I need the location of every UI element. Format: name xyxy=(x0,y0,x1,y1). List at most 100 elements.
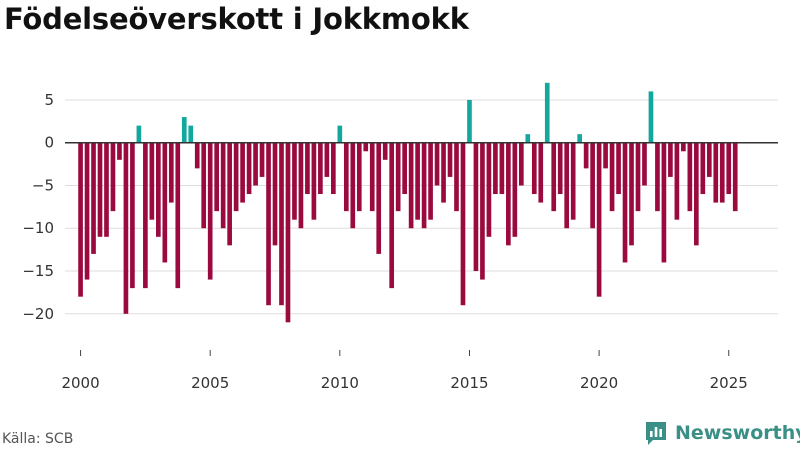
bar xyxy=(311,142,317,220)
bar xyxy=(318,142,323,195)
bar xyxy=(305,142,310,195)
bar xyxy=(156,142,161,237)
bar xyxy=(447,142,453,177)
bar xyxy=(544,82,550,143)
bar xyxy=(642,142,647,186)
bar xyxy=(454,142,459,212)
bar xyxy=(162,142,168,263)
bar xyxy=(369,142,375,212)
bar xyxy=(207,142,213,280)
x-tick-label: 2000 xyxy=(61,374,99,392)
bar xyxy=(726,142,732,195)
bar xyxy=(538,142,544,203)
bar xyxy=(596,142,602,297)
bar xyxy=(337,125,343,143)
bar xyxy=(356,142,362,212)
bar xyxy=(240,142,245,203)
x-tick-label: 2020 xyxy=(580,374,618,392)
bar xyxy=(531,142,537,195)
bar xyxy=(480,142,485,280)
bar xyxy=(233,142,239,212)
bar xyxy=(434,142,440,186)
bar xyxy=(577,134,582,143)
y-tick-label: −5 xyxy=(32,176,54,194)
bar xyxy=(272,142,278,246)
bar xyxy=(266,142,271,306)
bar xyxy=(518,142,524,186)
bar xyxy=(402,142,407,195)
bar xyxy=(285,142,291,323)
bar xyxy=(467,99,472,143)
bar xyxy=(674,142,680,220)
bar xyxy=(123,142,129,314)
bar xyxy=(324,142,330,177)
bar xyxy=(246,142,252,195)
bar xyxy=(473,142,479,272)
bar xyxy=(681,142,686,152)
bar xyxy=(194,142,200,169)
bar xyxy=(130,142,135,289)
bar xyxy=(181,117,187,143)
bar xyxy=(609,142,615,212)
bar xyxy=(655,142,660,212)
bars-layer xyxy=(78,82,738,323)
bar xyxy=(253,142,258,186)
bar xyxy=(382,142,388,160)
bar xyxy=(700,142,706,195)
bar xyxy=(629,142,634,246)
bar xyxy=(117,142,122,160)
bar xyxy=(395,142,401,212)
source-note: Källa: SCB xyxy=(2,431,74,447)
bar xyxy=(408,142,414,229)
bar xyxy=(551,142,557,212)
brand-logo[interactable]: Newsworthy xyxy=(644,418,800,448)
bar xyxy=(622,142,628,263)
bar xyxy=(136,125,142,143)
bar xyxy=(168,142,174,203)
bar xyxy=(648,91,654,143)
bar xyxy=(706,142,712,177)
x-axis-labels: 2000 2005 2010 2015 2020 2025 xyxy=(61,350,748,392)
bar xyxy=(668,142,673,177)
bar xyxy=(415,142,420,220)
bar xyxy=(499,142,505,195)
bar xyxy=(603,142,608,169)
bar xyxy=(506,142,511,246)
bar xyxy=(389,142,395,289)
bar xyxy=(557,142,563,195)
bar xyxy=(661,142,667,263)
bar xyxy=(583,142,589,169)
y-tick-label: 0 xyxy=(44,134,54,152)
bar xyxy=(201,142,207,229)
bar xyxy=(460,142,466,306)
bar xyxy=(110,142,116,212)
bar xyxy=(590,142,595,229)
bar xyxy=(143,142,148,289)
bar xyxy=(175,142,181,289)
bar xyxy=(84,142,90,280)
bar xyxy=(292,142,297,220)
x-tick-label: 2015 xyxy=(450,374,488,392)
bar xyxy=(220,142,226,229)
bar xyxy=(687,142,693,212)
bar xyxy=(525,134,531,143)
bar xyxy=(732,142,738,212)
bar xyxy=(279,142,284,306)
bar xyxy=(441,142,446,203)
y-tick-label: 5 xyxy=(44,91,54,109)
bar xyxy=(78,142,83,297)
bar xyxy=(331,142,336,195)
bar xyxy=(421,142,427,229)
bar xyxy=(227,142,232,246)
bar xyxy=(350,142,356,229)
brand-name: Newsworthy xyxy=(675,422,800,444)
bar xyxy=(570,142,576,220)
bar xyxy=(376,142,382,254)
chart-title: Födelseöverskott i Jokkmokk xyxy=(4,2,469,36)
bar xyxy=(635,142,641,212)
bar xyxy=(616,142,621,195)
x-tick-label: 2010 xyxy=(321,374,359,392)
bar xyxy=(713,142,719,203)
x-tick-label: 2005 xyxy=(191,374,229,392)
